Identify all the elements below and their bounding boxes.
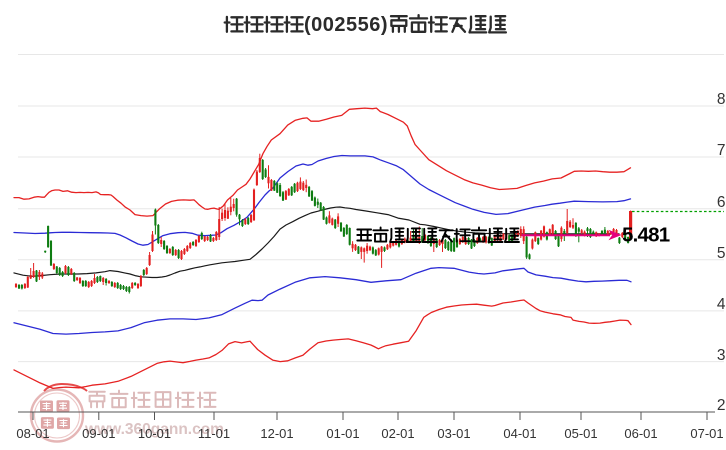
svg-text:12-01: 12-01 bbox=[260, 426, 293, 441]
svg-text:10-01: 10-01 bbox=[138, 426, 171, 441]
svg-text:6: 6 bbox=[717, 194, 726, 211]
svg-text:07-01: 07-01 bbox=[690, 426, 723, 441]
svg-text:(002556): (002556) bbox=[304, 14, 388, 36]
svg-text:11-01: 11-01 bbox=[198, 426, 230, 441]
svg-text:3: 3 bbox=[717, 347, 726, 364]
svg-text:7: 7 bbox=[717, 142, 726, 159]
svg-text:5.481: 5.481 bbox=[622, 224, 670, 247]
svg-text:2: 2 bbox=[717, 397, 726, 414]
svg-text:03-01: 03-01 bbox=[437, 426, 470, 441]
svg-text:8: 8 bbox=[717, 91, 726, 108]
svg-text:5: 5 bbox=[717, 245, 726, 262]
svg-text:02-01: 02-01 bbox=[381, 426, 414, 441]
svg-text:08-01: 08-01 bbox=[16, 426, 49, 441]
svg-text:01-01: 01-01 bbox=[326, 426, 359, 441]
svg-text:04-01: 04-01 bbox=[503, 426, 536, 441]
svg-text:06-01: 06-01 bbox=[624, 426, 657, 441]
svg-text:05-01: 05-01 bbox=[564, 426, 597, 441]
svg-text:09-01: 09-01 bbox=[82, 426, 115, 441]
svg-text:www.360gann.com: www.360gann.com bbox=[84, 421, 224, 438]
svg-text:4: 4 bbox=[717, 296, 726, 313]
